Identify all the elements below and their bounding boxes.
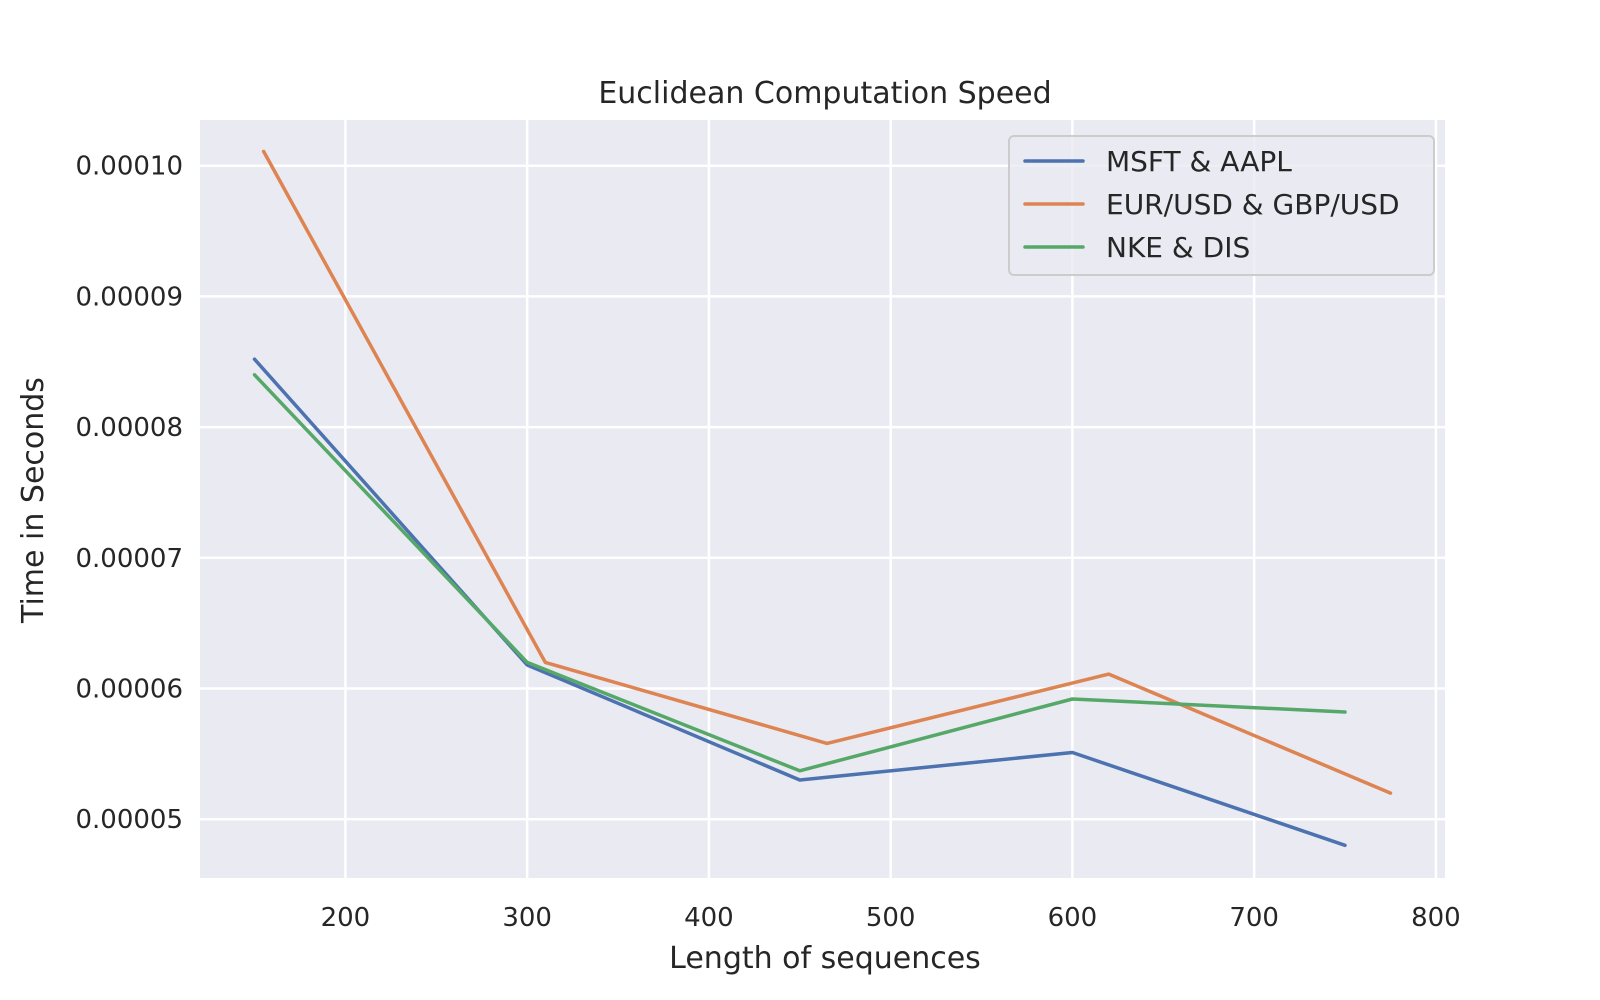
legend: MSFT & AAPL EUR/USD & GBP/USD NKE & DIS (1008, 135, 1435, 276)
x-tick-label: 600 (1048, 903, 1098, 933)
legend-label-3: NKE & DIS (1106, 231, 1250, 264)
y-tick-label: 0.00009 (75, 282, 183, 312)
chart-title: Euclidean Computation Speed (598, 76, 1051, 111)
series-line-1 (252, 357, 1347, 848)
x-tick-label: 300 (502, 903, 552, 933)
y-axis-ticks: 0.00005 0.00006 0.00007 0.00008 0.00009 0.000… (75, 152, 183, 835)
y-tick-label: 0.00008 (75, 413, 183, 443)
y-tick-label: 0.00007 (75, 544, 183, 574)
x-axis-label: Length of sequences (669, 941, 981, 976)
series-lines (252, 149, 1393, 848)
y-axis-label: Time in Seconds (16, 377, 51, 624)
x-tick-label: 700 (1229, 903, 1279, 933)
legend-items: MSFT & AAPL EUR/USD & GBP/USD NKE & DIS (1023, 145, 1400, 264)
x-tick-label: 800 (1411, 903, 1461, 933)
x-axis-ticks: 200 300 400 500 600 700 800 (321, 903, 1461, 933)
x-tick-label: 500 (866, 903, 916, 933)
series-line-3 (252, 373, 1347, 773)
series-line-2 (261, 149, 1393, 795)
x-tick-label: 400 (684, 903, 734, 933)
y-tick-label: 0.00010 (75, 152, 183, 182)
legend-label-2: EUR/USD & GBP/USD (1106, 188, 1400, 221)
y-tick-label: 0.00005 (75, 805, 183, 835)
x-tick-label: 200 (321, 903, 371, 933)
legend-box (1008, 135, 1435, 276)
legend-label-1: MSFT & AAPL (1106, 145, 1292, 178)
y-tick-label: 0.00006 (75, 675, 183, 705)
